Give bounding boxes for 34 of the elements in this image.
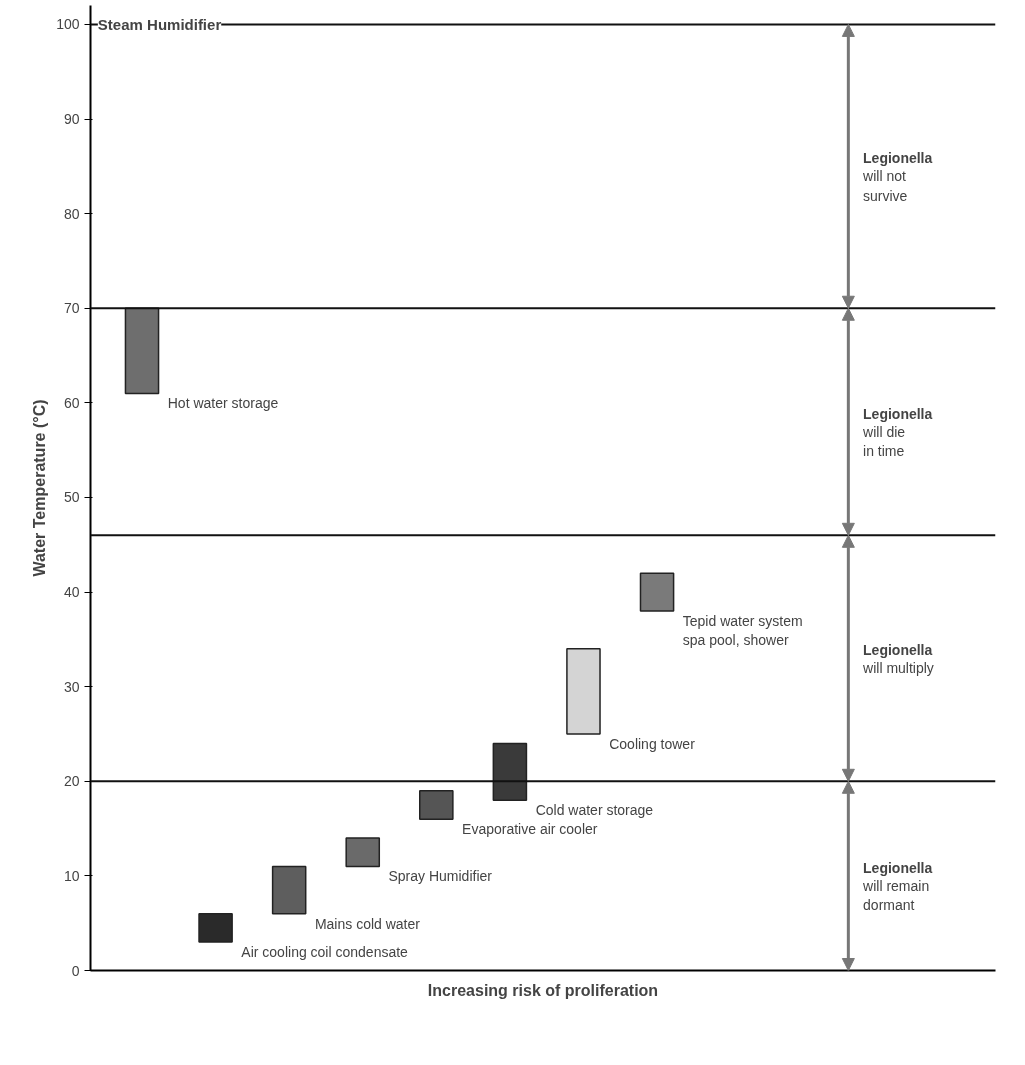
y-tick-label: 80 [63, 205, 80, 222]
bar [198, 912, 233, 943]
annotation: Air cooling coil condensate [241, 944, 409, 961]
ref-line-label: Steam Humidifier [97, 15, 222, 33]
annotation: Tepid water system spa pool, shower [682, 612, 803, 649]
y-tick-label: 50 [63, 489, 80, 506]
annotation: Cold water storage [535, 802, 654, 819]
bar [492, 742, 528, 801]
y-tick-label: 60 [63, 394, 80, 411]
text: Legionella will not survive [862, 150, 933, 204]
annotation: Hot water storage [167, 395, 279, 412]
y-tick-label: 70 [63, 300, 80, 317]
bar [271, 865, 307, 915]
y-tick-label: 90 [63, 111, 80, 128]
y-tick-label: 40 [63, 584, 80, 601]
y-tick-label: 0 [71, 962, 80, 979]
bar [566, 648, 601, 735]
text: Legionella will die in time [862, 405, 933, 459]
y-tick-label: 30 [63, 678, 80, 695]
bar [345, 837, 381, 868]
text: Legionella will remain dormant [862, 859, 933, 914]
annotation: Spray Humidifier [388, 868, 493, 885]
y-tick-label: 10 [63, 867, 80, 884]
bar [639, 572, 675, 612]
x-axis-title: Increasing risk of proliferation [427, 981, 659, 999]
y-tick-label: 100 [56, 16, 80, 33]
bar [124, 307, 160, 395]
text: Legionella will multiply [862, 642, 934, 677]
annotation: Mains cold water [314, 915, 421, 932]
y-tick-label: 20 [63, 773, 80, 790]
bar [419, 790, 454, 820]
y-axis-title: Water Temperature (°C) [31, 399, 49, 577]
annotation: Cooling tower [609, 735, 696, 752]
annotation: Evaporative air cooler [462, 821, 598, 838]
